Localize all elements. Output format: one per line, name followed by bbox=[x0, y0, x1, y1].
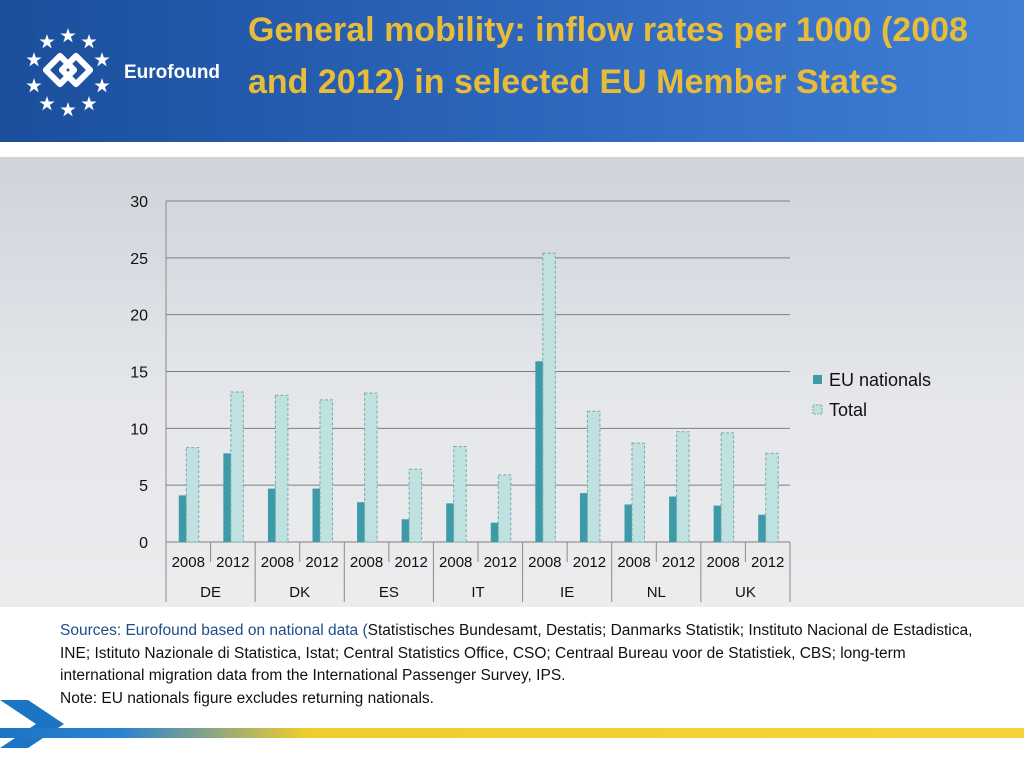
header-banner: Eurofound General mobility: inflow rates… bbox=[0, 0, 1024, 142]
legend-swatch-eu-nationals bbox=[813, 375, 822, 384]
x-tick-year-label: 2008 bbox=[528, 554, 561, 571]
bar-total bbox=[364, 392, 378, 543]
legend: EU nationals Total bbox=[812, 370, 931, 420]
x-tick-year-label: 2008 bbox=[261, 554, 294, 571]
x-tick-year-label: 2008 bbox=[706, 554, 739, 571]
legend-label-eu-nationals: EU nationals bbox=[829, 370, 931, 390]
y-tick-label: 0 bbox=[139, 535, 148, 552]
gridlines bbox=[166, 200, 790, 543]
sources-list: Statistisches Bundesamt, Destatis; Danma… bbox=[60, 622, 973, 684]
bar-total bbox=[631, 442, 645, 543]
bar-eu-nationals bbox=[624, 504, 633, 542]
bar-eu-nationals bbox=[758, 514, 767, 542]
x-tick-year-label: 2012 bbox=[394, 554, 427, 571]
chart-panel: 0 5 10 15 20 25 30 2008 2012 2008 2012 2008 2012 2008… bbox=[0, 157, 1024, 607]
bar-chart: 0 5 10 15 20 25 30 2008 2012 2008 2012 2008 2012 2008… bbox=[130, 194, 931, 602]
x-tick-year-label: 2012 bbox=[662, 554, 695, 571]
chain-link-icon bbox=[42, 52, 94, 88]
bar-eu-nationals bbox=[401, 519, 411, 542]
bar-total bbox=[765, 452, 779, 543]
bar-total bbox=[497, 474, 512, 543]
x-tick-year-label: 2012 bbox=[751, 554, 784, 571]
x-tick-country-label: DK bbox=[289, 584, 310, 601]
bar-eu-nationals bbox=[357, 502, 366, 542]
bar-eu-nationals bbox=[490, 522, 500, 542]
x-tick-year-label: 2008 bbox=[617, 554, 650, 571]
x-tick-country-label: NL bbox=[647, 584, 666, 601]
bar-eu-nationals bbox=[312, 488, 321, 542]
bar-eu-nationals bbox=[267, 488, 277, 542]
legend-swatch-total bbox=[812, 404, 823, 415]
x-tick-country-label: ES bbox=[379, 584, 399, 601]
footer-bar bbox=[0, 728, 1024, 738]
bar-eu-nationals bbox=[446, 503, 455, 542]
bar-eu-nationals bbox=[579, 493, 589, 542]
x-tick-country-label: UK bbox=[735, 584, 756, 601]
bar-total bbox=[676, 431, 690, 543]
x-tick-year-label: 2008 bbox=[350, 554, 383, 571]
x-tick-country-label: IT bbox=[471, 584, 484, 601]
y-tick-label: 15 bbox=[130, 365, 148, 382]
bar-eu-nationals bbox=[535, 361, 544, 542]
x-tick-year-label: 2012 bbox=[573, 554, 606, 571]
x-tick-year-label: 2012 bbox=[484, 554, 517, 571]
x-tick-year-label: 2012 bbox=[216, 554, 249, 571]
sources-lead: Sources: Eurofound based on national dat… bbox=[60, 622, 368, 639]
y-tick-label: 10 bbox=[130, 421, 148, 438]
bar-total bbox=[586, 410, 601, 543]
bar-total bbox=[408, 468, 423, 543]
chart-title: General mobility: inflow rates per 1000 … bbox=[248, 11, 968, 101]
sources-note: Sources: Eurofound based on national dat… bbox=[60, 620, 990, 710]
axes: 0 5 10 15 20 25 30 2008 2012 2008 2012 2008 2012 2008… bbox=[130, 194, 791, 602]
bar-eu-nationals bbox=[223, 453, 232, 542]
eurofound-logo bbox=[26, 28, 110, 117]
arrow-right-icon bbox=[0, 700, 64, 748]
bar-total bbox=[319, 399, 333, 543]
footnote: Note: EU nationals figure excludes retur… bbox=[60, 689, 434, 707]
y-tick-label: 25 bbox=[130, 251, 148, 268]
star-ring-icon bbox=[26, 28, 110, 117]
x-tick-year-label: 2008 bbox=[172, 554, 205, 571]
bar-total bbox=[453, 446, 467, 543]
y-tick-label: 5 bbox=[139, 478, 148, 495]
bars bbox=[178, 252, 779, 543]
bar-eu-nationals bbox=[669, 496, 678, 542]
bar-total bbox=[274, 394, 289, 543]
x-tick-year-label: 2012 bbox=[305, 554, 338, 571]
y-tick-label: 30 bbox=[130, 194, 148, 211]
bar-total bbox=[542, 252, 556, 543]
bar-total bbox=[230, 391, 244, 543]
bar-total bbox=[185, 447, 200, 543]
bar-eu-nationals bbox=[713, 505, 723, 542]
y-tick-label: 20 bbox=[130, 308, 148, 325]
x-tick-country-label: IE bbox=[560, 584, 574, 601]
x-tick-year-label: 2008 bbox=[439, 554, 472, 571]
bar-total bbox=[720, 432, 735, 543]
bar-eu-nationals bbox=[178, 495, 188, 542]
x-tick-country-label: DE bbox=[200, 584, 221, 601]
logo-wordmark: Eurofound bbox=[124, 62, 221, 83]
legend-label-total: Total bbox=[829, 400, 867, 420]
